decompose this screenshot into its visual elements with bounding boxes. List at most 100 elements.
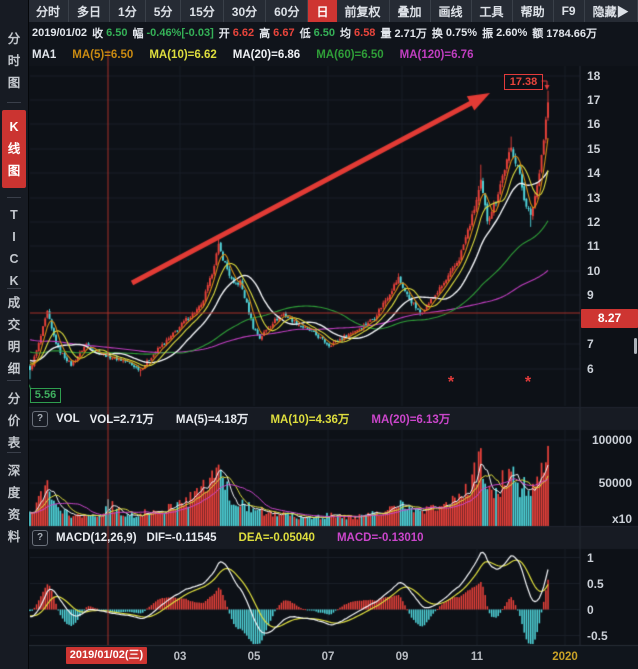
sidebar-item-char: 表 xyxy=(7,436,21,450)
tab-30分[interactable]: 30分 xyxy=(224,0,267,22)
sidebar-item-char: 度 xyxy=(7,486,21,500)
price-axis-label: 14 xyxy=(587,166,601,181)
tab-前复权[interactable]: 前复权 xyxy=(337,0,390,22)
price-axis-label: 17 xyxy=(587,92,601,107)
sidebar-item-char: 分 xyxy=(7,392,21,406)
info-value-换: 0.75% xyxy=(445,27,478,39)
volume-legend-item: VOL=2.71万 xyxy=(89,414,154,426)
info-label-均: 均 xyxy=(340,28,352,40)
price-axis-label: 12 xyxy=(587,215,601,230)
sidebar-item-char: 明 xyxy=(7,340,21,354)
tab-60分[interactable]: 60分 xyxy=(266,0,309,22)
sidebar-item-char: 图 xyxy=(7,76,21,90)
sidebar-item-char: C xyxy=(9,252,19,266)
info-label-额: 额 xyxy=(532,28,544,40)
volume-multiplier-label: x10 xyxy=(611,512,632,526)
price-axis-label: 15 xyxy=(587,141,601,156)
info-label-低: 低 xyxy=(299,28,311,40)
x-axis-label-2020: 2020 xyxy=(552,651,578,663)
macd-axis-label: 0 xyxy=(587,602,594,617)
sidebar-item-char: 资 xyxy=(7,508,21,522)
tab-隐藏▶[interactable]: 隐藏▶ xyxy=(585,0,638,22)
price-axis-label: 16 xyxy=(587,117,601,132)
ma-legend: MA1 MA(5)=6.50 MA(10)=6.62 MA(20)=6.86 MA(60… xyxy=(28,44,638,66)
info-value-开: 6.62 xyxy=(232,27,255,39)
x-axis-label-11: 11 xyxy=(470,651,484,663)
sidebar-item-char: 线 xyxy=(7,142,21,156)
price-axis-label: 6 xyxy=(587,361,594,376)
tab-F9[interactable]: F9 xyxy=(554,0,585,22)
sidebar-item-char: 时 xyxy=(7,54,21,68)
sidebar-item-char: 分 xyxy=(7,32,21,46)
info-label-开: 开 xyxy=(218,28,230,40)
tab-15分[interactable]: 15分 xyxy=(181,0,224,22)
volume-title: VOL xyxy=(56,413,80,425)
macd-legend-item: MACD=-0.13010 xyxy=(336,532,424,544)
info-value-振: 2.60% xyxy=(496,27,528,39)
price-axis-label: 10 xyxy=(587,263,601,278)
toolbar: 分时 多日 1分 5分 15分 30分 60分日前复权 叠加 画线 工具 帮助 F9 隐藏▶ xyxy=(28,0,638,22)
high-price-callout: 17.38 xyxy=(504,74,543,90)
ma-legend-item: MA(5)=6.50 xyxy=(72,49,134,61)
info-label-幅: 幅 xyxy=(132,28,144,40)
tab-1分[interactable]: 1分 xyxy=(110,0,146,22)
volume-legend-item: MA(20)=6.13万 xyxy=(371,414,451,426)
sidebar-item-分时图[interactable]: 分时图 xyxy=(0,28,28,94)
price-axis-label: 11 xyxy=(587,239,600,254)
sidebar-item-char: 料 xyxy=(7,530,21,544)
price-axis-label: 7 xyxy=(587,337,594,352)
macd-title: MACD(12,26,9) xyxy=(56,532,137,544)
macd-axis-label: -0.5 xyxy=(587,628,608,643)
help-icon[interactable]: ? xyxy=(32,411,48,427)
volume-axis-label: 50000 xyxy=(598,476,632,490)
x-axis-label-07: 07 xyxy=(321,651,335,663)
macd-axis-label: 0.5 xyxy=(587,576,604,591)
tab-5分[interactable]: 5分 xyxy=(146,0,182,22)
sidebar-item-char: 价 xyxy=(7,414,21,428)
info-value-均: 6.58 xyxy=(354,27,376,39)
sidebar-item-深度资料[interactable]: 深度资料 xyxy=(0,460,28,548)
volume-legend-item: MA(10)=4.36万 xyxy=(270,414,350,426)
sidebar-divider xyxy=(7,102,21,103)
info-value-高: 6.67 xyxy=(273,27,295,39)
info-label-量: 量 xyxy=(380,28,392,40)
macd-axis-label: 1 xyxy=(587,550,594,565)
tab-帮助[interactable]: 帮助 xyxy=(513,0,554,22)
info-bar: 2019/01/02 收 6.50 幅 -0.46%[-0.03] 开 6.62 高 6.67 低… xyxy=(28,22,638,44)
sidebar-item-分价表[interactable]: 分价表 xyxy=(0,388,28,454)
macd-legend: ? MACD(12,26,9) DIF=-0.11545 DEA=-0.05040… xyxy=(28,527,638,549)
ma-legend-item: MA(10)=6.62 xyxy=(149,49,217,61)
info-value-低: 6.50 xyxy=(313,27,336,39)
sidebar-item-成交明细[interactable]: 成交明细 xyxy=(0,292,28,380)
info-label-振: 振 xyxy=(482,28,494,40)
info-label-收: 收 xyxy=(92,28,104,40)
volume-legend-item: MA(5)=4.18万 xyxy=(175,414,249,426)
price-axis-label: 9 xyxy=(587,288,594,303)
tab-画线[interactable]: 画线 xyxy=(431,0,472,22)
tab-日[interactable]: 日 xyxy=(308,0,337,22)
tab-分时[interactable]: 分时 xyxy=(28,0,70,22)
sidebar-item-char: 成 xyxy=(7,296,21,310)
info-label-换: 换 xyxy=(431,28,443,40)
tab-多日[interactable]: 多日 xyxy=(69,0,111,22)
sidebar-item-char: K xyxy=(9,120,19,134)
tab-工具[interactable]: 工具 xyxy=(472,0,513,22)
sidebar-item-char: 图 xyxy=(7,164,21,178)
x-axis-label-05: 05 xyxy=(247,651,261,663)
x-axis-label-09: 09 xyxy=(395,651,409,663)
event-marker-star: * xyxy=(447,374,455,391)
splitter-handle[interactable] xyxy=(634,338,637,354)
volume-legend: ? VOL VOL=2.71万 MA(5)=4.18万 MA(10)=4.36万 MA… xyxy=(28,408,638,430)
ma-legend-title: MA1 xyxy=(32,49,57,61)
x-axis-label-03: 03 xyxy=(173,651,187,663)
price-axis-label: 13 xyxy=(587,190,601,205)
info-label-高: 高 xyxy=(259,28,271,40)
tab-叠加[interactable]: 叠加 xyxy=(390,0,431,22)
help-icon[interactable]: ? xyxy=(32,530,48,546)
sidebar-divider xyxy=(7,452,21,453)
